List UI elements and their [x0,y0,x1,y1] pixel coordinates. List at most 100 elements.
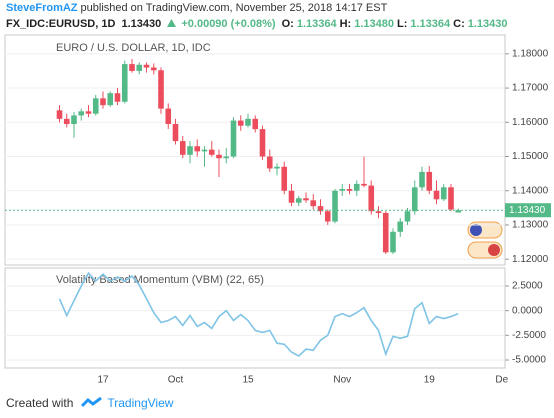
candle-body [397,221,404,232]
candle-body [368,185,375,212]
candle-body [92,98,99,114]
x-tick-label: Nov [333,375,351,386]
candle-body [303,198,309,201]
candle-body [179,141,186,155]
ohlc-label: O: [281,18,294,30]
candle-body [172,123,179,142]
candle-body [440,187,447,200]
candle-body [274,166,280,169]
y-tick-label: 1.15000 [512,151,549,162]
candle-body [107,93,114,106]
candle-body [295,198,302,203]
candle-body [143,64,150,68]
y-tick-label: -2.5000 [512,330,546,341]
x-tick-label: 19 [424,375,436,386]
candle-body [346,189,353,191]
candle-body [317,206,324,212]
ohlc-value: 1.13430 [467,18,508,30]
candle-body [194,146,201,152]
candle-body [411,187,418,212]
candle-body [281,166,288,191]
indicator-title: Volatility Based Momentum (VBM) (22, 65) [56,274,264,286]
candle-body [158,70,164,109]
candle-body [382,212,389,253]
candle-body [129,64,135,71]
created-with: Created with [6,396,74,410]
candle-body [375,211,382,213]
y-tick-label: 0.0000 [512,305,543,316]
candle-body [361,183,367,186]
y-tick-label: 2.5000 [512,281,543,292]
ohlc-value: 1.13364 [296,18,337,30]
candle-body [448,187,454,210]
x-tick-label: Oct [168,375,184,386]
candle-body [121,64,128,102]
ohlc-label: C: [453,18,465,30]
ohlc-value: 1.13364 [410,18,451,30]
ohlc: O: 1.13364 H: 1.13480 L: 1.13364 C: 1.13430 [282,18,511,30]
candle-body [223,156,230,159]
candle-body [426,171,433,191]
price-label-box [505,203,551,218]
y-tick-label: 1.12000 [512,254,549,265]
ohlc-value: 1.13480 [354,18,394,30]
candle-body [419,171,425,188]
candle-body [433,190,440,200]
candle-body [455,210,462,213]
candle-body [245,118,251,126]
candle-body [150,67,157,71]
author[interactable]: SteveFromAZ [6,2,78,14]
indicator-pane [4,267,506,369]
chart-title: EURO / U.S. DOLLAR, 1D, IDC [56,42,211,54]
publish-line: SteveFromAZ published on TradingView.com,… [6,2,390,14]
change: +0.00090 (+0.08%) [181,18,276,30]
logo [81,396,103,408]
y-tick-label: 1.17000 [512,83,549,94]
published: published on TradingView.com, November 2… [80,2,388,14]
candle-body [230,120,237,157]
ohlc-label: H: [339,18,352,30]
candle-body [114,93,121,102]
candle-body [332,190,338,222]
up-arrow [167,19,177,27]
x-tick-label: De [495,375,508,386]
chart: EURO / U.S. DOLLAR, 1D, IDC Volatility B… [4,34,551,386]
price-pane [4,34,506,266]
candle-body [353,183,360,191]
y-tick-label: 1.18000 [512,48,549,59]
candle-body [324,211,331,222]
y-tick-label: 1.14000 [512,185,549,196]
y-tick-label: 1.13000 [512,220,549,231]
x-tick-label: 15 [242,375,254,386]
indicator-line [58,271,459,358]
candle-body [56,110,63,119]
symbol: FX_IDC:EURUSD, 1D [6,18,116,30]
candle-body [339,189,346,191]
candle-body [201,149,208,152]
price-label: 1.13430 [509,205,546,216]
footer: Created with TradingView [6,396,173,410]
candle-body [63,118,70,124]
candle-body [216,154,222,159]
candle-body [136,64,143,71]
candle-body [71,115,77,124]
y-tick-label: -5.0000 [512,355,546,366]
candle-body [100,98,106,106]
candle-body [165,108,172,124]
candle-body [288,190,295,203]
candle-body [259,129,266,157]
candle-body [252,118,259,130]
ohlc-label: L: [396,18,408,30]
candle-body [187,146,193,155]
candle-body [78,111,85,116]
x-tick-label: 17 [97,375,109,386]
brand[interactable]: TradingView [107,396,174,410]
candle-body [390,231,396,253]
last-price: 1.13430 [121,18,162,30]
badges [467,221,503,259]
candle-body [266,156,273,169]
candle-body [310,200,317,207]
candle-body [208,149,215,155]
candle-body [237,120,244,126]
